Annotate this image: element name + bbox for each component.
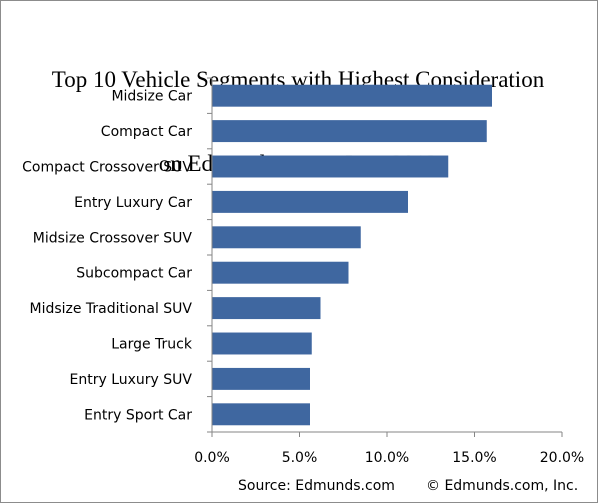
x-tick-label: 0.0% [194,450,230,466]
category-label-midsize-car: Midsize Car [111,89,192,105]
copyright-note: © Edmunds.com, Inc. [426,478,579,494]
bar-compact-car [212,120,487,143]
category-label-compact-crossover-suv: Compact Crossover SUV [22,160,192,176]
x-tick-label: 20.0% [540,450,584,466]
category-label-entry-sport-car: Entry Sport Car [84,407,192,423]
category-label-subcompact-car: Subcompact Car [76,266,192,282]
bar-entry-luxury-car [212,190,408,213]
bar-midsize-crossover-suv [212,226,361,249]
bar-entry-sport-car [212,403,310,426]
x-tick-label: 10.0% [365,450,409,466]
x-tick-labels-layer: 0.0% 5.0% 10.0% 15.0% 20.0% [194,450,584,466]
category-label-entry-luxury-suv: Entry Luxury SUV [70,372,193,388]
category-label-compact-car: Compact Car [101,124,192,140]
category-labels-layer: Midsize Car Compact Car Compact Crossover … [22,89,193,424]
axis-layer [207,77,563,437]
category-label-midsize-traditional-suv: Midsize Traditional SUV [29,301,192,317]
category-label-midsize-crossover-suv: Midsize Crossover SUV [33,230,193,246]
bars-layer [212,84,492,426]
category-label-large-truck: Large Truck [111,337,193,353]
bar-subcompact-car [212,261,349,284]
bar-compact-crossover-suv [212,155,449,178]
x-tick-label: 5.0% [282,450,318,466]
bar-entry-luxury-suv [212,367,310,390]
bar-midsize-car [212,84,492,107]
bar-midsize-traditional-suv [212,297,321,320]
category-label-entry-luxury-car: Entry Luxury Car [74,195,192,211]
source-note: Source: Edmunds.com [238,478,395,494]
bar-large-truck [212,332,312,355]
x-tick-label: 15.0% [452,450,496,466]
